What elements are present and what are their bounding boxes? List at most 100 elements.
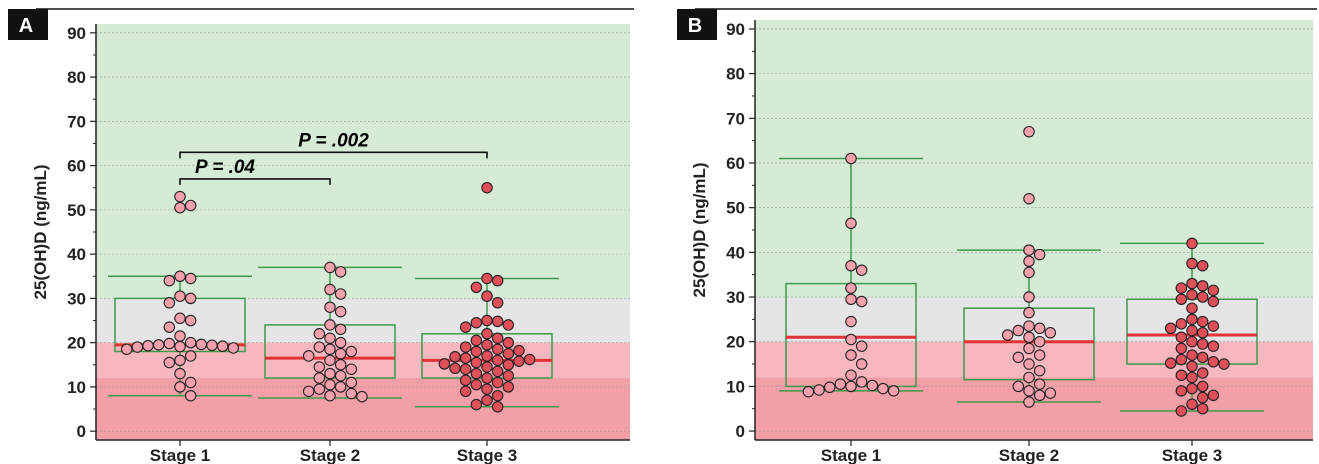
data-point [523, 353, 536, 366]
data-point [470, 281, 483, 294]
data-point [491, 389, 504, 402]
data-point [845, 315, 857, 328]
y-tick-label: 80 [67, 68, 86, 87]
data-point [1207, 389, 1220, 402]
data-point [302, 350, 315, 362]
data-point [1023, 244, 1035, 256]
data-point [345, 376, 358, 389]
data-point [491, 376, 504, 389]
data-point [1186, 277, 1198, 290]
data-point [1023, 192, 1035, 205]
data-point [481, 394, 493, 406]
data-point [470, 378, 483, 391]
data-point [502, 319, 515, 331]
data-point [481, 290, 493, 302]
data-point [1033, 335, 1046, 348]
data-point [1033, 248, 1046, 261]
data-point [334, 305, 347, 318]
data-point [324, 332, 336, 344]
data-point [120, 343, 133, 356]
data-point [324, 378, 336, 391]
data-point [1023, 385, 1035, 397]
data-point [470, 367, 483, 380]
data-point [1207, 340, 1220, 352]
data-point [459, 352, 472, 364]
data-point [1218, 358, 1230, 370]
y-axis-label: 25(OH)D (ng/mL) [690, 162, 709, 297]
data-point [1033, 364, 1046, 377]
data-point [324, 354, 336, 367]
data-point [1023, 306, 1035, 319]
data-point [1196, 315, 1209, 328]
data-point [845, 152, 857, 165]
y-tick-label: 40 [726, 243, 745, 262]
data-point [1023, 358, 1035, 370]
data-point [174, 330, 186, 342]
data-point [163, 356, 176, 369]
data-point [1196, 391, 1209, 404]
data-point [334, 347, 347, 360]
data-point [887, 385, 900, 397]
data-point [1033, 322, 1046, 335]
y-tick-label: 70 [726, 109, 745, 128]
data-point [152, 339, 165, 351]
data-point [216, 340, 229, 352]
reference-band-high [96, 24, 630, 299]
significance-bracket [179, 178, 331, 185]
data-point [174, 290, 186, 302]
data-point [184, 292, 197, 305]
data-point [1023, 255, 1035, 268]
data-point [449, 351, 461, 363]
data-point [1186, 349, 1198, 361]
data-point [206, 339, 218, 352]
data-point [1044, 327, 1057, 339]
data-point [334, 336, 347, 349]
data-point [1175, 318, 1188, 330]
data-point [470, 356, 483, 369]
data-point [491, 297, 504, 309]
data-point [324, 389, 336, 402]
data-point [313, 341, 326, 353]
data-point [855, 358, 868, 370]
data-point [845, 217, 857, 230]
panel-label-box [677, 9, 717, 40]
data-point [302, 385, 315, 398]
data-point [481, 272, 493, 285]
data-point [1196, 367, 1209, 379]
data-point [174, 367, 186, 380]
data-point [163, 297, 176, 309]
data-point [845, 259, 857, 272]
data-point [481, 328, 493, 340]
data-point [1196, 402, 1209, 415]
data-point [174, 354, 186, 367]
data-point [1023, 125, 1035, 138]
data-point [1196, 259, 1209, 272]
data-point [1186, 335, 1198, 348]
y-tick-label: 20 [67, 334, 86, 353]
y-tick-label: 30 [726, 288, 745, 307]
data-point [834, 378, 847, 390]
data-point [481, 314, 493, 327]
data-point [1186, 324, 1198, 337]
data-point [470, 345, 483, 358]
data-point [438, 358, 451, 370]
data-point [491, 401, 504, 413]
data-point [1186, 371, 1198, 384]
data-point [1186, 302, 1198, 314]
data-point [324, 367, 336, 380]
panel-label: A [19, 15, 33, 37]
y-tick-label: 0 [77, 422, 86, 441]
data-point [481, 361, 493, 373]
data-point [345, 363, 358, 375]
significance-label: P = .04 [195, 157, 255, 178]
data-point [823, 381, 836, 394]
data-point [1023, 342, 1035, 355]
x-tick-label: Stage 1 [821, 446, 881, 464]
data-point [1023, 320, 1035, 332]
data-point [845, 282, 857, 294]
data-point [845, 349, 857, 361]
data-point [502, 370, 515, 382]
data-point [481, 350, 493, 362]
data-point [1175, 369, 1188, 381]
